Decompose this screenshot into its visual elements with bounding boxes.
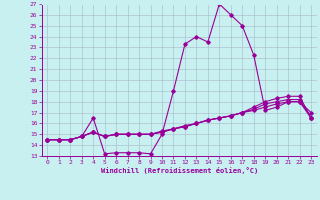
X-axis label: Windchill (Refroidissement éolien,°C): Windchill (Refroidissement éolien,°C) [100,167,258,174]
